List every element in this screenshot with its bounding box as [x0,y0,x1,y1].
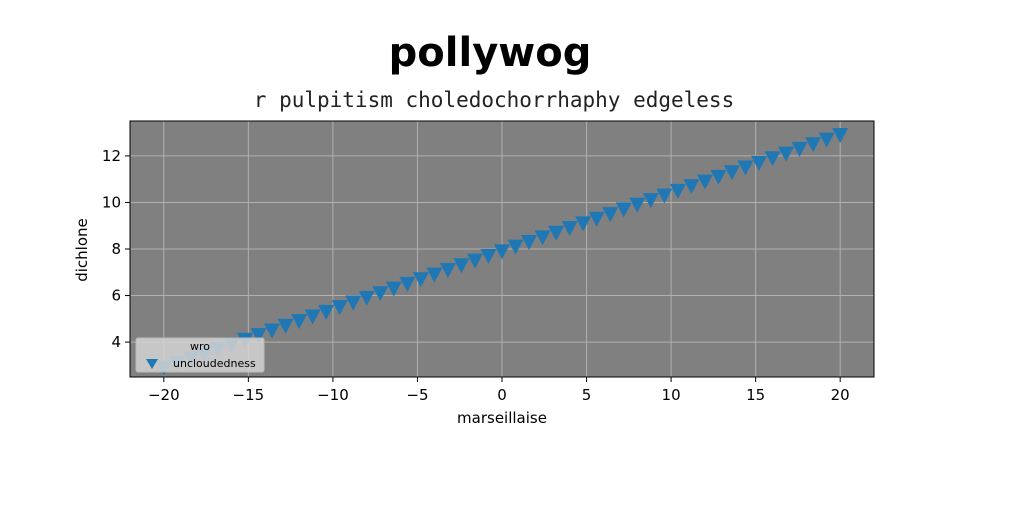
data-point [737,160,754,176]
y-tick-label: 10 [102,193,121,211]
data-point [453,258,470,274]
data-point [764,151,781,167]
y-tick-label: 6 [111,287,121,305]
data-point [656,188,673,204]
data-point [399,276,416,292]
data-point [439,262,456,278]
x-tick-label: −15 [233,386,265,404]
data-point [264,323,281,339]
y-axis-ticks: 4 6 8 10 12 [102,147,130,351]
x-tick-label: −20 [148,386,180,404]
data-point [494,244,510,260]
chart-subtitle: r pulpitism choledochorrhaphy edgeless [254,88,734,112]
data-point [778,146,795,162]
data-point [304,309,321,325]
data-point [466,253,483,269]
x-axis-label: marseillaise [457,409,547,427]
data-point [642,193,659,209]
chart-title: pollywog [389,30,592,76]
data-point [534,230,551,246]
data-point [358,290,375,306]
y-tick-label: 4 [111,333,121,351]
legend-marker-triangle-icon [146,359,158,369]
data-point [291,314,308,330]
legend-label: uncloudedness [173,357,256,370]
data-point [791,141,808,157]
x-tick-label: −10 [317,386,349,404]
data-point [385,281,402,297]
x-tick-label: 5 [582,386,592,404]
x-axis-ticks: −20 −15 −10 −5 0 5 10 15 20 [148,377,850,404]
data-point [818,132,835,148]
data-point [629,197,646,213]
x-tick-label: 15 [746,386,765,404]
y-tick-label: 8 [111,240,121,258]
legend: wro uncloudedness [135,337,265,373]
data-point [548,225,565,241]
data-point [426,267,443,283]
data-point [561,221,578,237]
data-point [751,155,768,171]
data-point [331,300,348,316]
data-point [480,248,497,264]
data-point [588,211,605,227]
data-point [412,272,429,288]
x-tick-label: −5 [406,386,428,404]
data-point [710,169,727,185]
data-point [521,235,538,251]
data-point [615,202,632,218]
legend-title: wro [190,340,210,353]
x-tick-label: 20 [831,386,850,404]
data-point [683,179,700,195]
data-point [345,295,362,311]
data-point [507,239,524,255]
data-point [696,174,713,190]
data-point [318,304,335,320]
data-point [372,286,389,302]
data-point [723,165,740,181]
y-axis-label: dichlone [73,218,91,282]
data-point [832,127,849,143]
data-point [277,318,294,334]
x-tick-label: 10 [662,386,681,404]
data-point [575,216,592,232]
x-tick-label: 0 [497,386,507,404]
data-point [602,207,619,223]
data-point [250,328,267,344]
data-point [669,183,686,199]
data-point [805,137,822,153]
legend-box [135,337,265,373]
y-tick-label: 12 [102,147,121,165]
